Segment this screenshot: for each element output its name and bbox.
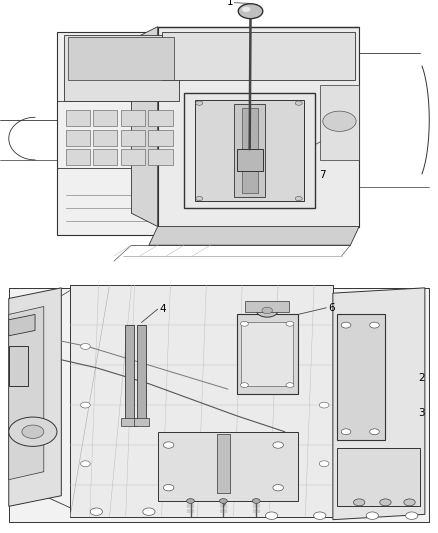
Polygon shape <box>134 418 149 426</box>
Polygon shape <box>158 432 298 501</box>
Polygon shape <box>242 108 258 193</box>
Circle shape <box>406 512 418 519</box>
Polygon shape <box>137 325 146 421</box>
Polygon shape <box>68 37 174 80</box>
Text: 1: 1 <box>226 0 233 7</box>
Circle shape <box>380 499 391 506</box>
Circle shape <box>163 484 174 491</box>
Polygon shape <box>234 104 265 197</box>
Circle shape <box>81 402 90 408</box>
Text: 4: 4 <box>159 304 166 314</box>
Text: 6: 6 <box>328 303 335 313</box>
Circle shape <box>370 322 379 328</box>
Polygon shape <box>121 418 137 426</box>
Circle shape <box>273 442 283 448</box>
Circle shape <box>262 307 272 313</box>
Circle shape <box>196 197 203 201</box>
Polygon shape <box>66 130 90 146</box>
Polygon shape <box>337 448 420 506</box>
Polygon shape <box>121 149 145 165</box>
Polygon shape <box>93 110 117 126</box>
Polygon shape <box>131 27 158 227</box>
Circle shape <box>81 461 90 467</box>
Circle shape <box>366 512 378 519</box>
Polygon shape <box>66 149 90 165</box>
Circle shape <box>286 321 294 326</box>
Polygon shape <box>158 27 359 227</box>
Polygon shape <box>121 110 145 126</box>
Polygon shape <box>320 85 359 160</box>
Polygon shape <box>9 306 44 480</box>
Polygon shape <box>9 346 28 386</box>
Circle shape <box>314 512 326 519</box>
Polygon shape <box>70 285 333 517</box>
Circle shape <box>240 383 248 387</box>
Circle shape <box>238 4 263 19</box>
Circle shape <box>265 512 278 519</box>
Circle shape <box>295 197 302 201</box>
Polygon shape <box>125 325 134 421</box>
Polygon shape <box>337 314 385 440</box>
Circle shape <box>295 101 302 106</box>
Circle shape <box>163 442 174 448</box>
Text: 8: 8 <box>353 118 360 128</box>
Polygon shape <box>217 434 230 493</box>
Circle shape <box>319 402 329 408</box>
Circle shape <box>319 461 329 467</box>
Circle shape <box>404 499 415 506</box>
Polygon shape <box>333 288 425 520</box>
Polygon shape <box>148 149 173 165</box>
Polygon shape <box>148 130 173 146</box>
Polygon shape <box>9 288 61 506</box>
Circle shape <box>22 425 44 438</box>
Polygon shape <box>93 130 117 146</box>
Polygon shape <box>245 301 289 312</box>
Circle shape <box>187 499 194 503</box>
Polygon shape <box>57 32 184 235</box>
Text: 7: 7 <box>318 169 325 180</box>
Circle shape <box>256 304 278 317</box>
Circle shape <box>341 322 351 328</box>
Circle shape <box>252 499 260 503</box>
Circle shape <box>286 383 294 387</box>
Circle shape <box>240 321 248 326</box>
Polygon shape <box>162 32 355 80</box>
Circle shape <box>81 344 90 350</box>
Polygon shape <box>184 93 315 208</box>
Circle shape <box>143 508 155 515</box>
Polygon shape <box>66 110 90 126</box>
Polygon shape <box>9 314 35 336</box>
Polygon shape <box>148 110 173 126</box>
Circle shape <box>9 417 57 447</box>
Text: 5: 5 <box>249 467 256 477</box>
Circle shape <box>370 429 379 435</box>
Polygon shape <box>237 149 263 171</box>
Text: 3: 3 <box>418 408 425 418</box>
Circle shape <box>219 499 227 503</box>
Bar <box>9 288 429 522</box>
Polygon shape <box>149 227 359 245</box>
Circle shape <box>90 508 102 515</box>
Circle shape <box>353 499 365 506</box>
Circle shape <box>196 101 203 106</box>
Text: 2: 2 <box>418 374 425 383</box>
Circle shape <box>341 429 351 435</box>
Polygon shape <box>64 35 179 101</box>
Circle shape <box>273 484 283 491</box>
Circle shape <box>242 7 251 12</box>
Polygon shape <box>237 314 298 394</box>
Polygon shape <box>241 322 293 386</box>
Circle shape <box>323 111 356 132</box>
Polygon shape <box>121 130 145 146</box>
Polygon shape <box>93 149 117 165</box>
Polygon shape <box>195 100 304 201</box>
